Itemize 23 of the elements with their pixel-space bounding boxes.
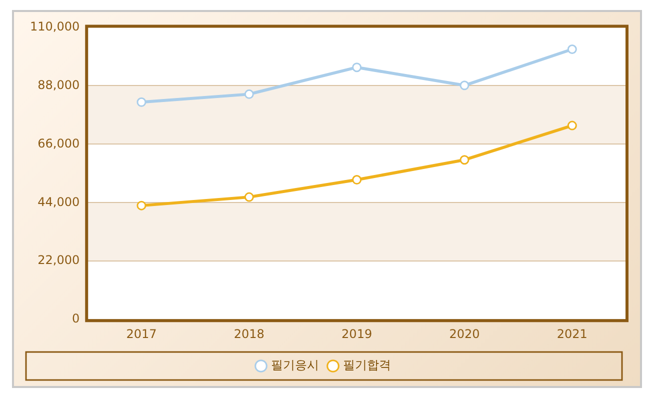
point [567, 120, 577, 130]
y-tick-label: 44,000 [38, 194, 80, 209]
x-tick-label: 2020 [449, 326, 480, 341]
x-tick-label: 2018 [234, 326, 264, 341]
point [136, 200, 146, 210]
y-tick-label: 88,000 [38, 78, 80, 92]
point [567, 44, 577, 54]
point [352, 62, 362, 72]
point [460, 155, 470, 165]
point [136, 97, 146, 107]
point [244, 192, 254, 202]
legend-label: 필기합격 [343, 358, 391, 372]
point [352, 175, 362, 185]
x-tick-label: 2019 [342, 326, 372, 341]
point [244, 89, 254, 99]
x-tick-label: 2017 [126, 326, 157, 341]
y-tick-label: 66,000 [38, 136, 80, 150]
y-tick-label: 22,000 [38, 253, 80, 268]
y-tick-label: 110,000 [30, 19, 80, 34]
y-tick-label: 0 [72, 312, 80, 326]
legend-label: 필기응시 [271, 358, 319, 372]
point [460, 80, 470, 90]
x-tick-label: 2021 [556, 326, 588, 341]
